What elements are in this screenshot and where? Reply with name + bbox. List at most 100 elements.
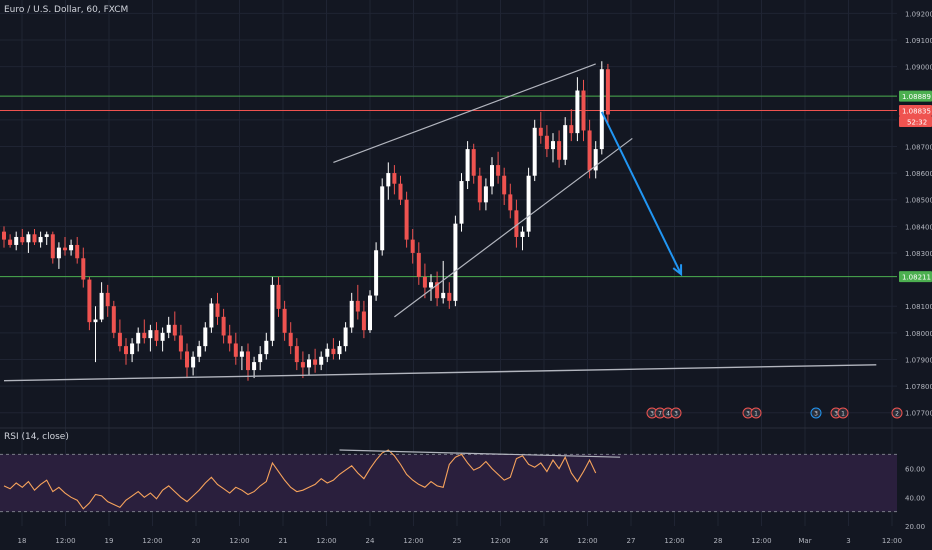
candle-body — [63, 247, 67, 251]
candle-body — [105, 292, 110, 307]
price-tick-label: 1.08100 — [905, 303, 932, 311]
candle-body — [581, 90, 586, 131]
candle-body — [148, 330, 153, 339]
time-tick-label: 12:00 — [490, 537, 510, 545]
candle-body — [221, 316, 226, 336]
candle-body — [605, 69, 610, 115]
event-badge-count: 3 — [746, 411, 750, 418]
rsi-divergence-line — [339, 449, 621, 458]
rsi-legend-label[interactable]: RSI (14, close) — [4, 432, 69, 442]
price-tick-label: 1.08500 — [905, 197, 932, 205]
candle-body — [197, 346, 202, 357]
candle-body — [282, 308, 287, 333]
candle-body — [239, 351, 244, 357]
candle-body — [349, 300, 354, 328]
countdown-box — [899, 115, 932, 127]
time-axis[interactable]: 18 12:00 19 12:00 20 12:00 21 12:00 24 12:00 25 12:… — [18, 537, 903, 545]
candle-body — [398, 183, 403, 200]
price-tick-label: 1.07700 — [905, 410, 932, 418]
candle-body — [392, 173, 397, 184]
candle-body — [490, 165, 494, 187]
horizontal-levels — [0, 95, 897, 278]
time-tick-label: 21 — [279, 537, 288, 545]
candle-body — [160, 332, 165, 341]
candle-body — [227, 335, 232, 344]
rsi-band — [0, 453, 897, 513]
candle-body — [124, 346, 128, 355]
candle-body — [203, 327, 208, 347]
event-badge — [670, 407, 682, 419]
candle-body — [569, 125, 574, 134]
candle-series — [2, 61, 610, 381]
candle-body — [422, 276, 427, 288]
candle-body — [178, 335, 183, 352]
candle-body — [532, 127, 537, 176]
candle-body — [246, 351, 250, 371]
candle-body — [599, 69, 604, 150]
candle-body — [75, 244, 80, 259]
event-badge-count: 1 — [841, 411, 845, 418]
event-badge-count: 1 — [754, 411, 758, 418]
candle-body — [331, 348, 336, 355]
candle-body — [502, 175, 507, 195]
candle-body — [209, 303, 214, 328]
candle-body — [2, 231, 6, 240]
time-tick-label: Mar — [798, 537, 811, 545]
candle-body — [593, 149, 598, 171]
event-badge — [750, 407, 762, 419]
candle-body — [435, 282, 440, 299]
candle-body — [20, 236, 25, 243]
candle-body — [520, 231, 525, 237]
time-tick-label: 12:00 — [403, 537, 423, 545]
event-badge-count: 4 — [666, 411, 670, 418]
candle-body — [404, 199, 409, 240]
time-tick-label: 12:00 — [229, 537, 249, 545]
candle-body — [117, 332, 122, 347]
candle-body — [300, 362, 305, 368]
rsi-tick-label: 60.00 — [905, 466, 925, 474]
price-tick-label: 1.07900 — [905, 356, 932, 364]
candle-body — [252, 362, 257, 371]
candle-body — [557, 141, 562, 160]
candle-body — [496, 165, 501, 176]
candle-body — [477, 175, 482, 203]
event-badge — [891, 407, 903, 419]
price-axis[interactable]: 1.092001.091001.090001.088001.087001.086… — [899, 10, 932, 531]
event-badge-count: 7 — [658, 411, 662, 418]
event-badge-count: 3 — [674, 411, 678, 418]
time-tick-label: 24 — [366, 537, 375, 545]
candle-body — [416, 252, 421, 277]
candle-body — [374, 250, 379, 296]
candle-body — [361, 311, 366, 331]
time-tick-label: 12:00 — [55, 537, 75, 545]
time-tick-label: 12:00 — [882, 537, 902, 545]
event-badge-count: 3 — [814, 411, 818, 418]
candle-body — [551, 141, 555, 150]
candle-body — [288, 332, 293, 347]
event-badge-count: 3 — [650, 411, 654, 418]
candle-body — [142, 332, 147, 339]
price-label-box — [899, 104, 932, 116]
candle-body — [136, 332, 141, 344]
candle-body — [514, 210, 519, 237]
symbol-title[interactable]: Euro / U.S. Dollar, 60, FXCM — [4, 5, 129, 15]
price-label-box — [899, 90, 932, 102]
countdown-text: 52:32 — [907, 118, 927, 126]
price-tick-label: 1.09100 — [905, 37, 932, 45]
time-tick-label: 25 — [453, 537, 462, 545]
candle-body — [276, 284, 281, 309]
candle-body — [459, 181, 464, 224]
candle-body — [166, 324, 171, 333]
candle-body — [270, 284, 275, 341]
candle-body — [587, 130, 592, 171]
candle-body — [56, 247, 61, 259]
candle-body — [575, 90, 580, 134]
time-tick-label: 12:00 — [751, 537, 771, 545]
candle-body — [191, 356, 196, 368]
event-badge-count: 3 — [834, 411, 838, 418]
drawing-tools — [3, 63, 877, 382]
candle-body — [368, 295, 372, 331]
price-tick-label: 1.09200 — [905, 10, 932, 18]
